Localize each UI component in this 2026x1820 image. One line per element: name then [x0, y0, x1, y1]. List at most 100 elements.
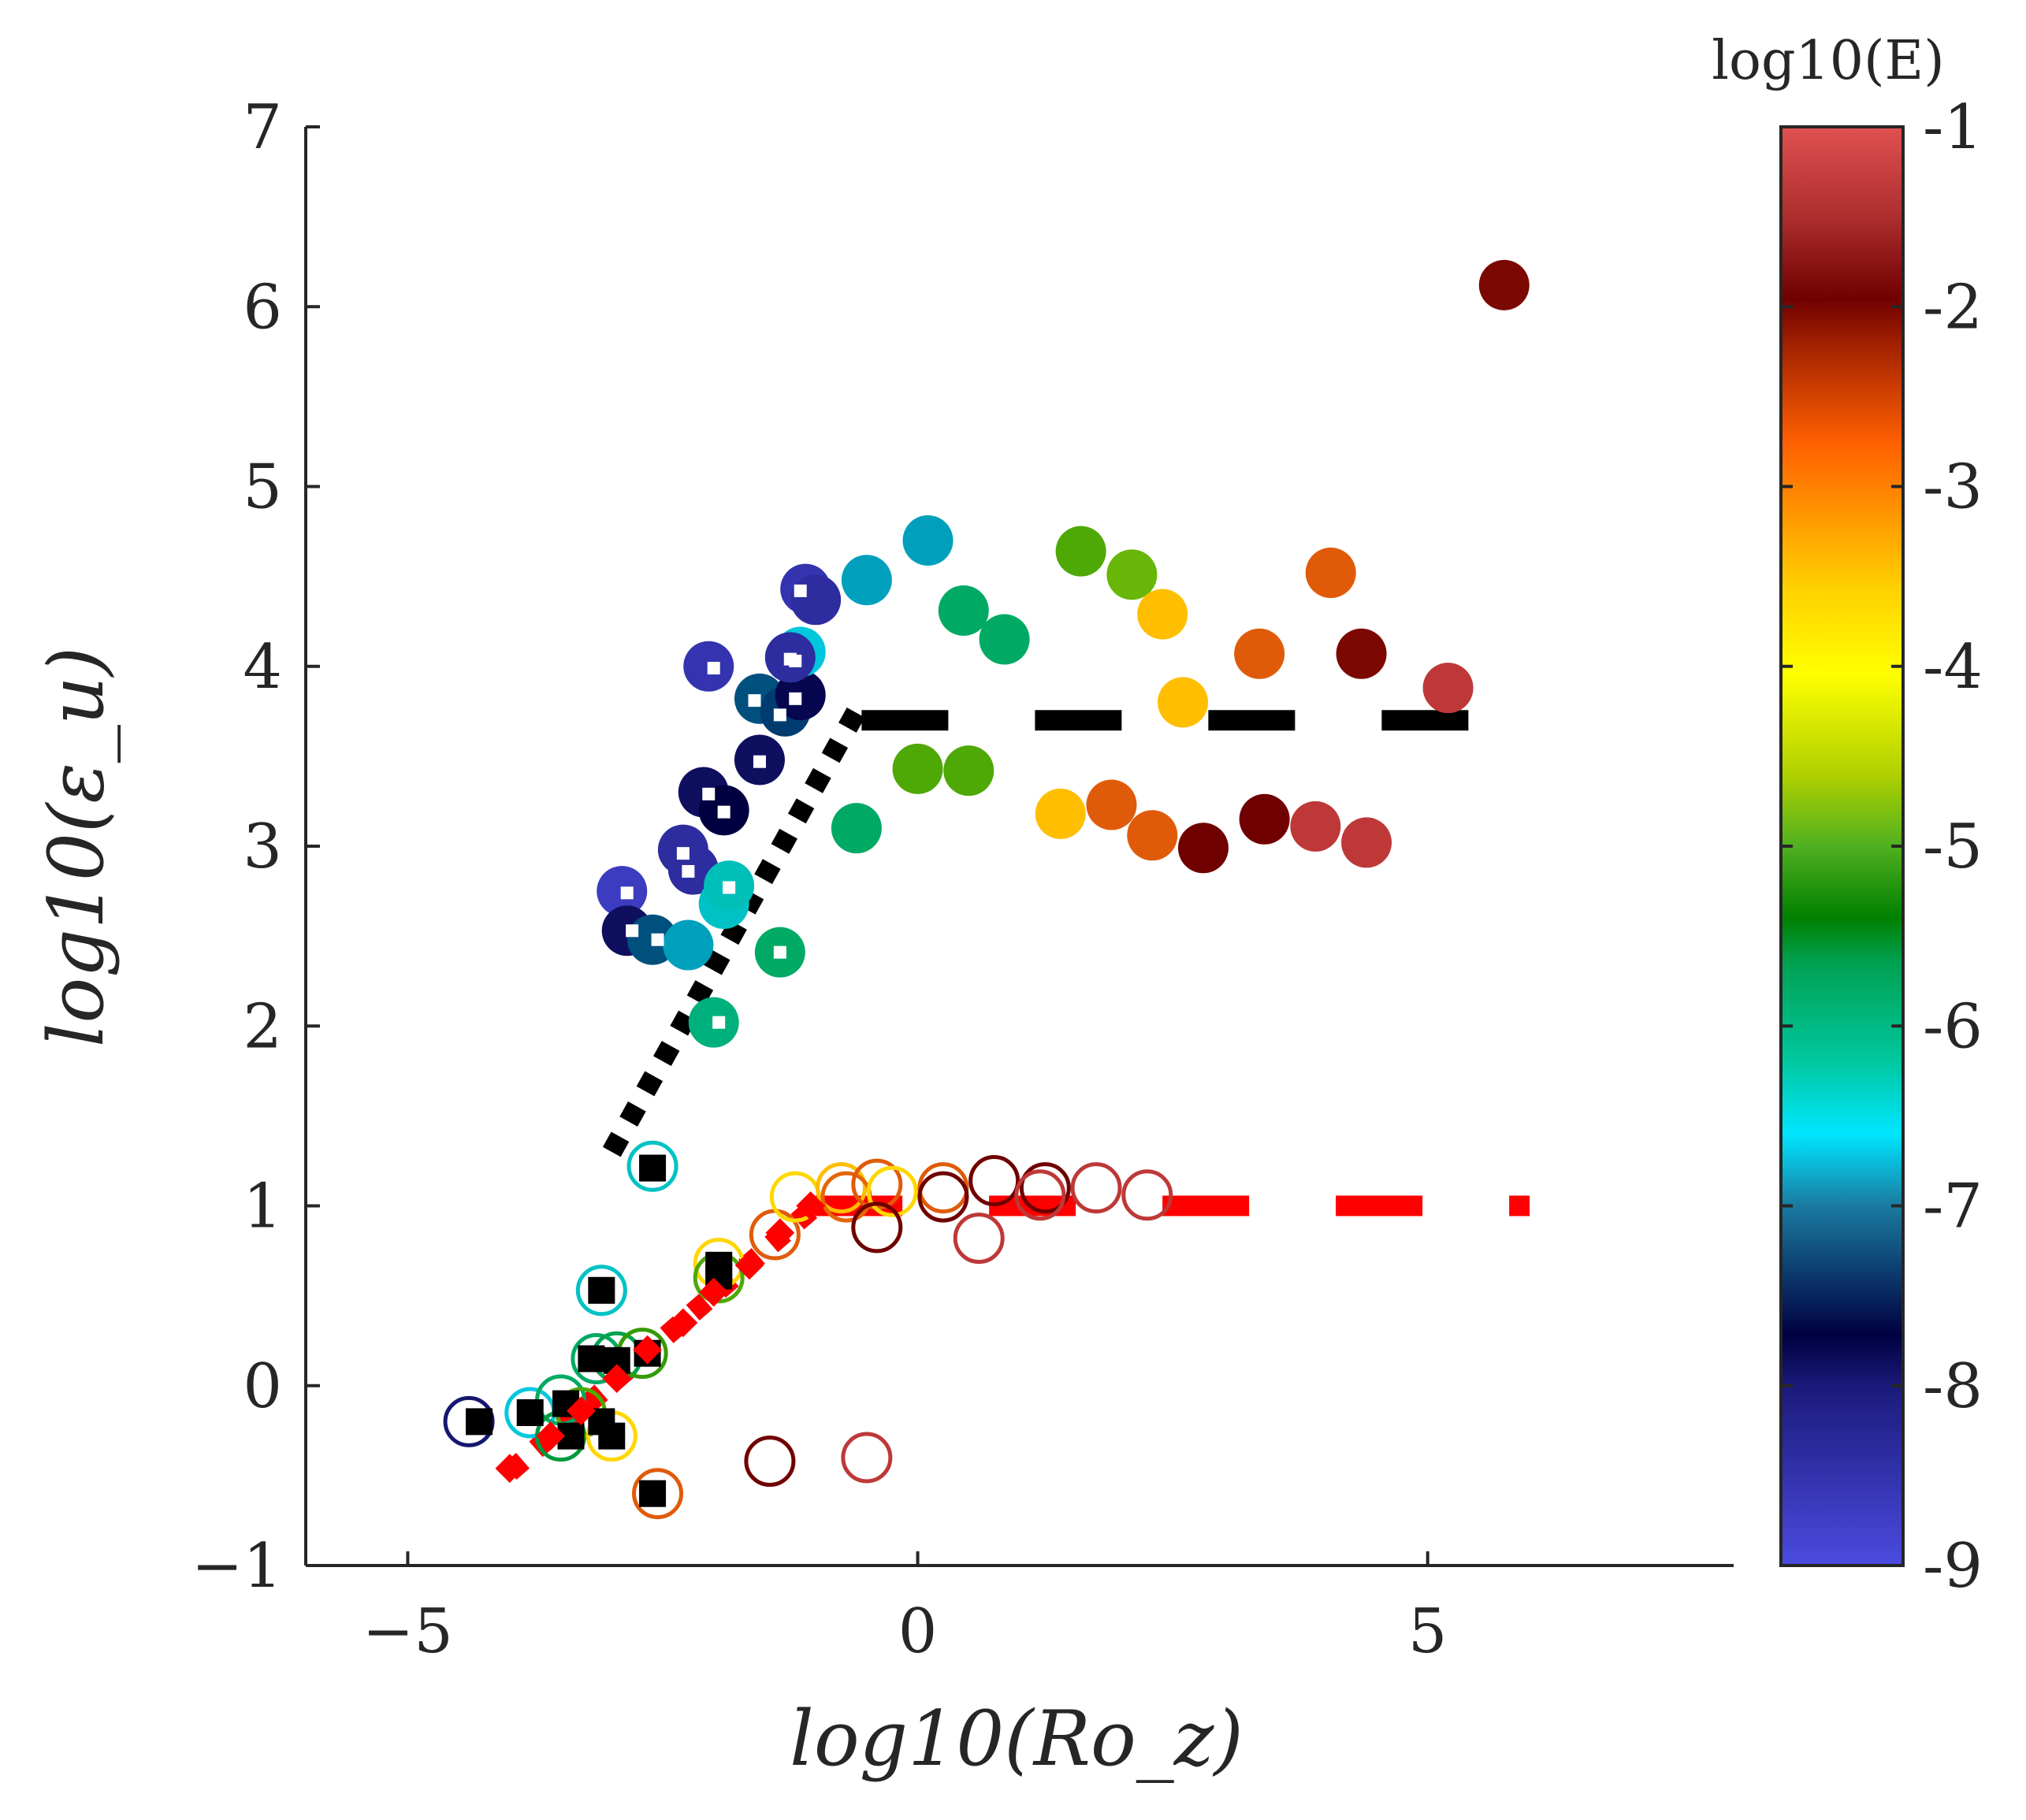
data-point-inner-square — [620, 886, 634, 900]
data-point-inner-square — [753, 755, 766, 768]
y-tick-label: 5 — [243, 452, 282, 523]
data-point — [626, 1140, 678, 1192]
reference-lines — [503, 706, 1530, 1480]
data-point — [816, 1162, 867, 1214]
colorbar-tick-label: -3 — [1923, 452, 1983, 523]
data-point — [1478, 259, 1530, 310]
axis-ticks: −1 0 1 2 3 4 5 6 7 −5 0 5 — [191, 92, 1448, 1667]
data-point-inner-square — [794, 584, 807, 597]
data-point — [744, 1436, 796, 1488]
y-tick-label: −1 — [191, 1531, 282, 1602]
data-point — [1086, 779, 1137, 830]
data-point — [1177, 823, 1229, 874]
y-tick-label: 1 — [243, 1172, 282, 1242]
data-point — [866, 1165, 918, 1217]
data-point — [1070, 1162, 1122, 1214]
y-tick-label: 7 — [243, 92, 282, 163]
data-point-square — [598, 1422, 626, 1450]
data-point-square — [639, 1154, 667, 1182]
data-point-diamond — [734, 1250, 764, 1280]
y-tick-label: 0 — [243, 1351, 282, 1422]
data-point — [953, 1213, 1005, 1265]
colorbar-tick-label: -7 — [1923, 1172, 1983, 1242]
x-tick-label: 5 — [1408, 1596, 1448, 1667]
data-point — [943, 745, 994, 797]
data-point — [851, 1202, 903, 1254]
y-axis-label: log10(ε_u) — [32, 647, 121, 1047]
data-point — [1127, 810, 1178, 861]
data-point — [831, 803, 882, 854]
data-point-inner-square — [717, 805, 730, 819]
data-point — [1106, 549, 1158, 600]
data-point — [917, 1171, 969, 1223]
data-point — [1137, 589, 1188, 640]
colorbar-tick-label: -6 — [1923, 991, 1983, 1062]
data-point — [902, 514, 954, 566]
data-point — [979, 614, 1030, 665]
x-tick-label: −5 — [362, 1596, 453, 1667]
data-point-inner-square — [789, 654, 802, 667]
data-marks — [443, 259, 1530, 1520]
data-point-diamond — [567, 1396, 596, 1426]
data-point-inner-square — [651, 933, 664, 946]
data-point — [1341, 817, 1392, 868]
data-point-inner-square — [676, 847, 690, 860]
colorbar-tick-label: -2 — [1923, 272, 1983, 343]
colorbar-tick-label: -5 — [1923, 812, 1983, 882]
data-point — [575, 1265, 627, 1317]
data-point — [841, 555, 892, 606]
data-point — [1239, 793, 1290, 845]
data-point-inner-square — [789, 692, 802, 705]
data-point — [1422, 663, 1474, 714]
data-point-inner-square — [748, 694, 761, 708]
data-point-inner-square — [626, 924, 639, 938]
colorbar-ticks: -1 -2 -3 -4 -5 -6 -7 -8 -9 — [1781, 92, 1983, 1602]
data-point-diamond — [495, 1454, 525, 1484]
data-point — [1290, 800, 1341, 852]
data-point — [1305, 548, 1356, 599]
colorbar-title: log10(E) — [1712, 30, 1944, 92]
data-point — [841, 1432, 893, 1484]
data-point — [443, 1395, 495, 1447]
colorbar — [1779, 125, 1905, 1567]
data-point-diamond — [668, 1308, 698, 1338]
data-point-diamond — [633, 1335, 662, 1365]
data-point — [1014, 1169, 1066, 1221]
data-point-inner-square — [707, 662, 720, 675]
y-tick-label: 4 — [243, 632, 282, 703]
data-point-square — [466, 1408, 493, 1436]
colorbar-tick-label: -8 — [1923, 1351, 1983, 1422]
data-point-inner-square — [712, 1016, 726, 1029]
colorbar-tick-label: -9 — [1923, 1531, 1983, 1602]
y-tick-label: 6 — [243, 272, 282, 343]
colorbar-tick-label: -1 — [1923, 92, 1983, 163]
data-point-inner-square — [682, 864, 695, 878]
data-point — [1158, 677, 1209, 728]
x-tick-label: 0 — [898, 1596, 938, 1667]
y-tick-label: 2 — [243, 991, 282, 1062]
data-point — [1234, 628, 1285, 679]
data-point — [790, 574, 842, 626]
data-point-square — [588, 1276, 615, 1304]
data-point — [1121, 1169, 1173, 1221]
data-point — [663, 919, 714, 971]
y-tick-label: 3 — [243, 812, 282, 882]
data-point-diamond — [699, 1277, 729, 1307]
data-point-diamond — [765, 1218, 795, 1248]
data-point-square — [516, 1398, 544, 1426]
x-axis-label: log10(Ro_z) — [790, 1695, 1243, 1783]
data-point — [1055, 526, 1106, 577]
colorbar-tick-label: -4 — [1923, 632, 1983, 703]
data-point — [1019, 1162, 1071, 1214]
data-point — [938, 585, 989, 636]
data-point — [892, 743, 943, 794]
data-point — [1035, 788, 1086, 839]
data-point-diamond — [536, 1421, 566, 1451]
data-point — [968, 1155, 1020, 1207]
data-point-diamond — [796, 1191, 826, 1220]
data-point-inner-square — [773, 945, 786, 959]
data-point-square — [639, 1480, 667, 1507]
data-point-diamond — [602, 1364, 632, 1394]
data-point-square — [578, 1345, 605, 1372]
